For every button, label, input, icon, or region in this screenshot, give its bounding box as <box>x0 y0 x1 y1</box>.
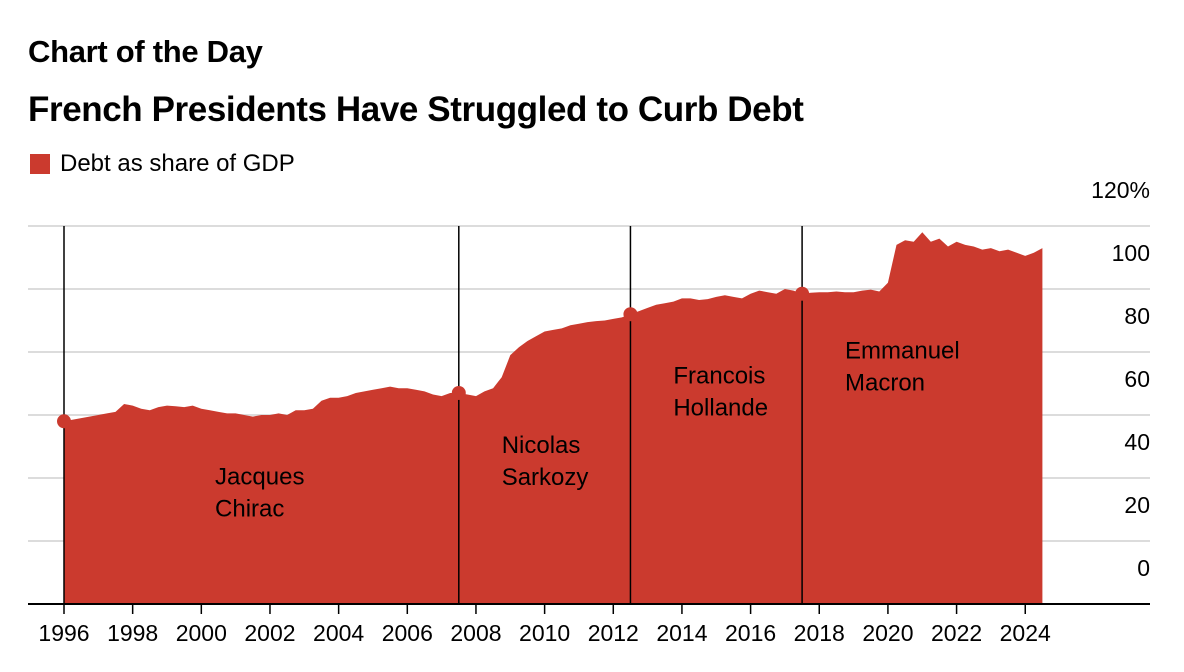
x-tick-label: 2008 <box>450 620 501 646</box>
y-tick-label: 80 <box>1124 303 1150 329</box>
president-marker <box>451 385 466 400</box>
x-tick-label: 2016 <box>725 620 776 646</box>
president-label: Jacques Chirac <box>215 463 304 522</box>
kicker: Chart of the Day <box>28 34 263 69</box>
x-tick-label: 2014 <box>656 620 707 646</box>
president-label: Nicolas Sarkozy <box>502 432 589 491</box>
president-label: Emmanuel Macron <box>845 337 960 396</box>
x-tick-label: 2000 <box>176 620 227 646</box>
chart-title: French Presidents Have Struggled to Curb… <box>28 90 804 129</box>
president-marker <box>57 414 71 429</box>
president-label-line: Emmanuel <box>845 337 960 364</box>
legend-swatch <box>30 154 50 174</box>
president-label-line: Francois <box>673 363 765 390</box>
x-tick-label: 2006 <box>382 620 433 646</box>
x-tick-label: 2022 <box>931 620 982 646</box>
president-label-line: Sarkozy <box>502 464 589 491</box>
y-tick-label: 40 <box>1124 429 1150 455</box>
y-tick-label: 60 <box>1124 366 1150 392</box>
president-label-line: Nicolas <box>502 432 581 459</box>
president-label-line: Chirac <box>215 495 284 522</box>
x-tick-label: 2020 <box>862 620 913 646</box>
area-layer <box>64 232 1043 605</box>
debt-area <box>64 232 1043 605</box>
y-tick-label: 120% <box>1091 177 1150 203</box>
x-tick-label: 2004 <box>313 620 364 646</box>
axis-layer: 0 20 40 60 80 100 120% 1996 1998 2000 2002 2004 2006… <box>28 177 1150 646</box>
x-tick-label: 2002 <box>244 620 295 646</box>
president-marker <box>795 286 810 301</box>
x-tick-label: 2012 <box>588 620 639 646</box>
x-tick-label: 1998 <box>107 620 158 646</box>
x-tick-label: 2018 <box>794 620 845 646</box>
president-label-line: Hollande <box>673 395 768 422</box>
y-tick-label: 20 <box>1124 492 1150 518</box>
legend: Debt as share of GDP <box>30 150 295 178</box>
legend-label: Debt as share of GDP <box>60 150 295 177</box>
y-tick-label: 100 <box>1112 240 1150 266</box>
x-tick-label: 1996 <box>38 620 89 646</box>
president-label-line: Macron <box>845 369 925 396</box>
x-tick-label: 2024 <box>1000 620 1051 646</box>
y-tick-label: 0 <box>1137 555 1150 581</box>
president-marker <box>623 307 638 322</box>
marker-layer <box>57 286 810 429</box>
label-layer: Jacques Chirac Nicolas Sarkozy Francois Holla… <box>215 337 960 522</box>
president-label: Francois Hollande <box>673 363 768 422</box>
x-tick-label: 2010 <box>519 620 570 646</box>
president-label-line: Jacques <box>215 463 304 490</box>
